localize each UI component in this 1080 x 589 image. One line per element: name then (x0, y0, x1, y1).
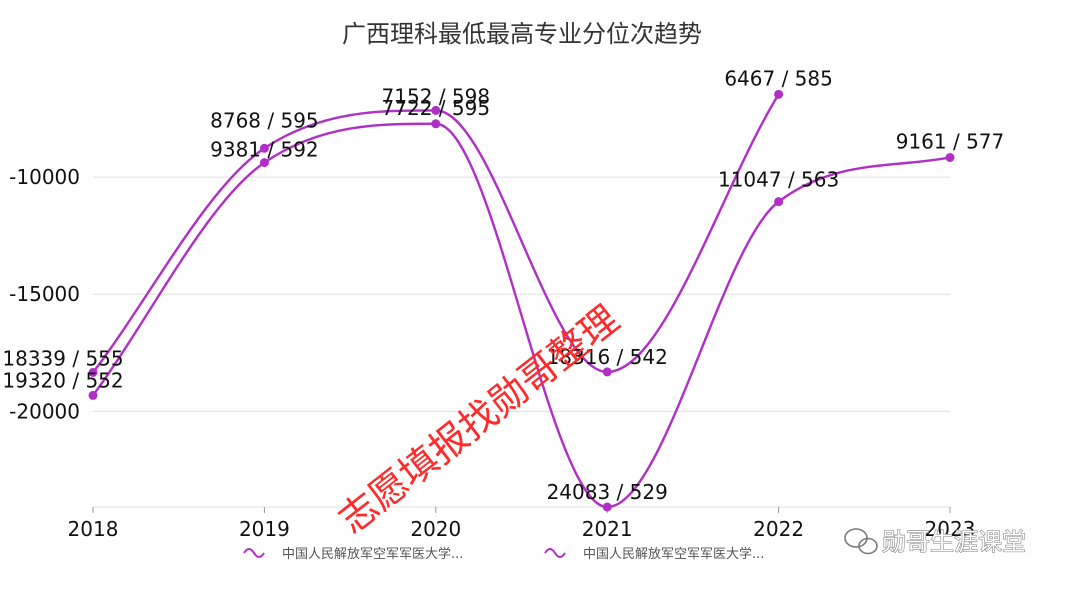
legend[interactable]: 中国人民解放军空军军医大学... 中国人民解放军空军军医大学... (243, 546, 764, 562)
grid-layer (93, 176, 950, 412)
wechat-tag: 勋哥生涯课堂 (844, 527, 1027, 557)
point-s2-2018 (88, 390, 98, 400)
point-s2-2023 (945, 152, 955, 162)
y-tick-label-2: -15000 (9, 282, 80, 306)
legend-label-1: 中国人民解放军空军军医大学... (282, 546, 463, 562)
x-tick-label-2020: 2020 (410, 517, 461, 541)
y-tick-label-3: -20000 (9, 399, 80, 423)
data-label-s2-2018: 19320 / 552 (2, 368, 123, 392)
point-s1-2022 (774, 89, 784, 99)
point-s1-2019 (259, 143, 269, 153)
label-layer: 18339 / 555 8768 / 595 7152 / 598 18316 / 5… (2, 66, 1004, 504)
data-label-s1-2019: 8768 / 595 (210, 108, 319, 132)
x-tick-label-2019: 2019 (239, 517, 290, 541)
point-s1-2018 (88, 367, 98, 377)
legend-label-2: 中国人民解放军空军军医大学... (583, 546, 764, 562)
point-s2-2020 (431, 119, 441, 129)
data-label-s1-2020: 7152 / 598 (382, 84, 491, 108)
data-label-s2-2020: 7722 / 595 (382, 96, 491, 120)
data-label-s2-2022: 11047 / 563 (718, 168, 839, 192)
x-tick-label-2018: 2018 (68, 517, 119, 541)
point-s1-2020 (431, 105, 441, 115)
point-s2-2019 (259, 158, 269, 168)
data-label-s1-2018: 18339 / 555 (2, 346, 123, 370)
axis-layer: -10000 -15000 -20000 2018 2019 2020 2021 2022 20… (9, 165, 975, 541)
wechat-icon (844, 528, 878, 555)
chart-title: 广西理科最低最高专业分位次趋势 (342, 20, 702, 48)
legend-item-1[interactable]: 中国人民解放军空军军医大学... (243, 546, 463, 562)
data-label-s2-2021: 24083 / 529 (547, 480, 668, 504)
x-tick-label-2023: 2023 (925, 517, 976, 541)
data-label-s2-2019: 9381 / 592 (210, 138, 319, 162)
wechat-tag-text: 勋哥生涯课堂 (882, 528, 1026, 556)
data-label-s1-2022: 6467 / 585 (724, 66, 833, 90)
point-s2-2021 (602, 502, 612, 512)
series-line-1 (92, 93, 780, 374)
legend-item-2[interactable]: 中国人民解放军空军军医大学... (544, 546, 764, 562)
x-tick-label-2021: 2021 (582, 517, 633, 541)
legend-swatch-1 (243, 548, 265, 558)
watermark-text: 志愿填报找勋哥整理 (330, 297, 627, 542)
legend-swatch-2 (544, 548, 566, 558)
data-label-s2-2023: 9161 / 577 (896, 129, 1005, 153)
series-layer (88, 89, 955, 512)
y-tick-label-1: -10000 (9, 165, 80, 189)
data-label-s1-2021: 18316 / 542 (547, 345, 668, 369)
x-tick-label-2022: 2022 (753, 517, 804, 541)
point-s2-2022 (774, 197, 784, 207)
point-s1-2021 (602, 367, 612, 377)
